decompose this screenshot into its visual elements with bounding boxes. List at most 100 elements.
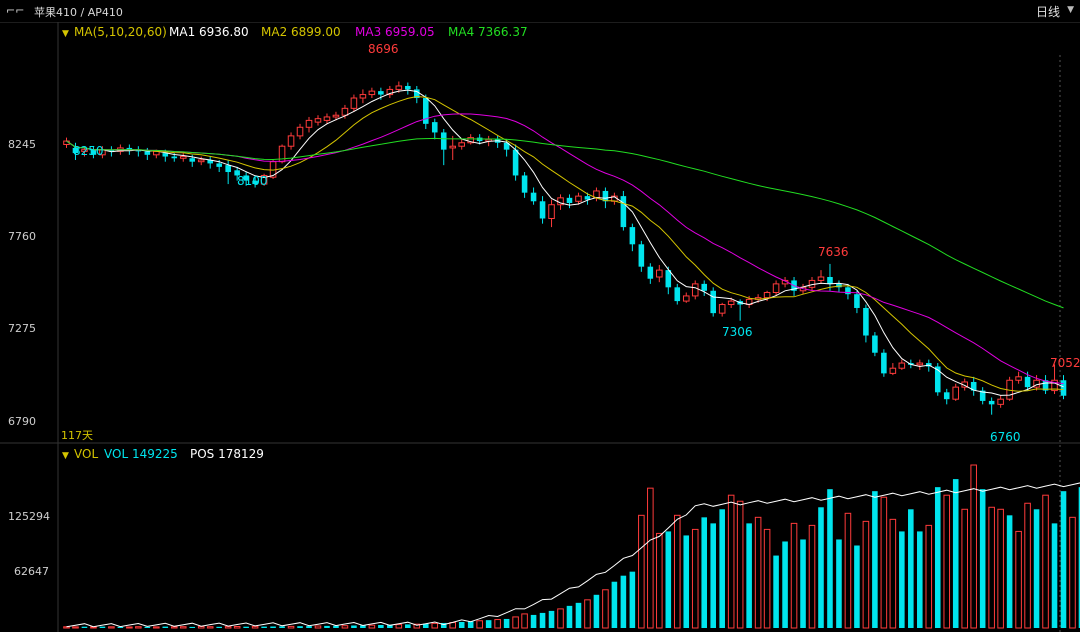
- candle-body[interactable]: [405, 85, 411, 90]
- candle-body[interactable]: [126, 147, 133, 150]
- volume-bar[interactable]: [153, 626, 160, 629]
- volume-bar[interactable]: [405, 624, 411, 628]
- volume-bar[interactable]: [880, 496, 888, 629]
- volume-bar[interactable]: [665, 531, 672, 628]
- volume-bar[interactable]: [368, 624, 376, 629]
- candle-body[interactable]: [395, 85, 403, 90]
- volume-bar[interactable]: [566, 605, 573, 628]
- volume-bar[interactable]: [754, 516, 762, 629]
- volume-bar[interactable]: [431, 622, 439, 629]
- volume-bar[interactable]: [476, 620, 483, 629]
- volume-bar[interactable]: [997, 508, 1004, 629]
- volume-bar[interactable]: [72, 626, 79, 629]
- candle-body[interactable]: [691, 283, 699, 297]
- volume-bar[interactable]: [170, 626, 178, 629]
- volume-bar[interactable]: [736, 500, 744, 629]
- candle-body[interactable]: [1015, 376, 1022, 381]
- volume-bar[interactable]: [458, 621, 465, 628]
- candle-body[interactable]: [881, 352, 887, 374]
- candle-body[interactable]: [584, 196, 591, 200]
- candle-body[interactable]: [638, 244, 645, 267]
- volume-bar[interactable]: [216, 626, 222, 628]
- volume-bar[interactable]: [1060, 491, 1067, 628]
- volume-bar[interactable]: [297, 626, 303, 628]
- volume-bar[interactable]: [539, 612, 546, 628]
- volume-bar[interactable]: [306, 626, 312, 628]
- volume-bar[interactable]: [485, 620, 492, 628]
- volume-bar[interactable]: [889, 518, 897, 629]
- volume-bar[interactable]: [1033, 509, 1040, 628]
- volume-bar[interactable]: [836, 539, 842, 628]
- volume-bar[interactable]: [710, 523, 716, 628]
- volume-bar[interactable]: [99, 626, 106, 628]
- candle-body[interactable]: [701, 283, 708, 291]
- ma-legend-arrow[interactable]: ▼: [62, 29, 69, 39]
- candle-body[interactable]: [359, 94, 367, 99]
- candle-body[interactable]: [332, 114, 340, 118]
- volume-bar[interactable]: [620, 575, 627, 628]
- candle-body[interactable]: [252, 180, 258, 185]
- period-selector[interactable]: 日线: [1035, 5, 1060, 19]
- candle-body[interactable]: [934, 366, 941, 393]
- volume-bar[interactable]: [243, 626, 249, 628]
- candle-body[interactable]: [647, 266, 654, 279]
- volume-bar[interactable]: [925, 524, 933, 629]
- volume-bar[interactable]: [638, 514, 645, 629]
- candle-body[interactable]: [296, 126, 304, 137]
- volume-bar[interactable]: [279, 626, 285, 628]
- candle-body[interactable]: [665, 270, 672, 288]
- volume-bar[interactable]: [979, 489, 986, 628]
- volume-bar[interactable]: [611, 581, 618, 628]
- candle-body[interactable]: [449, 145, 457, 149]
- candle-body[interactable]: [243, 175, 249, 181]
- candle-body[interactable]: [350, 97, 358, 109]
- volume-bar[interactable]: [691, 528, 699, 629]
- candle-body[interactable]: [189, 158, 196, 162]
- volume-bar[interactable]: [800, 539, 806, 628]
- candle-body[interactable]: [323, 116, 331, 121]
- candle-body[interactable]: [845, 287, 851, 295]
- volume-bar[interactable]: [746, 523, 752, 628]
- volume-bar[interactable]: [287, 625, 295, 629]
- candle-body[interactable]: [440, 132, 447, 150]
- volume-bar[interactable]: [206, 626, 214, 629]
- chevron-down-icon[interactable]: ▼: [1067, 5, 1074, 15]
- candle-body[interactable]: [314, 118, 322, 123]
- volume-bar[interactable]: [818, 507, 824, 628]
- candle-body[interactable]: [889, 367, 897, 374]
- candle-body[interactable]: [602, 190, 609, 202]
- candle-body[interactable]: [674, 287, 681, 302]
- volume-bar[interactable]: [719, 509, 725, 628]
- candle-body[interactable]: [575, 195, 582, 202]
- volume-bar[interactable]: [701, 517, 708, 628]
- volume-bar[interactable]: [117, 626, 124, 628]
- volume-bar[interactable]: [773, 555, 779, 628]
- volume-bar[interactable]: [763, 528, 771, 629]
- candle-body[interactable]: [260, 174, 268, 185]
- candle-body[interactable]: [144, 151, 151, 155]
- volume-bar[interactable]: [333, 625, 339, 628]
- volume-bar[interactable]: [224, 626, 232, 629]
- volume-bar[interactable]: [1069, 516, 1076, 629]
- volume-bar[interactable]: [808, 524, 816, 629]
- volume-bar[interactable]: [844, 512, 852, 629]
- volume-bar[interactable]: [233, 625, 241, 629]
- volume-bar[interactable]: [1051, 523, 1058, 628]
- candle-body[interactable]: [135, 149, 142, 152]
- volume-bar[interactable]: [270, 626, 276, 628]
- ma-legend-label[interactable]: MA(5,10,20,60): [74, 25, 167, 39]
- volume-bar[interactable]: [413, 623, 421, 629]
- candle-body[interactable]: [458, 142, 465, 147]
- candle-body[interactable]: [898, 362, 906, 369]
- volume-bar[interactable]: [189, 626, 196, 628]
- candle-body[interactable]: [763, 291, 771, 299]
- volume-bar[interactable]: [862, 520, 870, 629]
- volume-bar[interactable]: [961, 508, 968, 629]
- volume-bar[interactable]: [512, 616, 519, 629]
- volume-bar[interactable]: [144, 626, 151, 628]
- candle-body[interactable]: [772, 283, 780, 293]
- candle-body[interactable]: [378, 91, 384, 95]
- volume-bar[interactable]: [467, 621, 474, 628]
- volume-bar[interactable]: [988, 506, 995, 629]
- volume-bar[interactable]: [727, 494, 735, 629]
